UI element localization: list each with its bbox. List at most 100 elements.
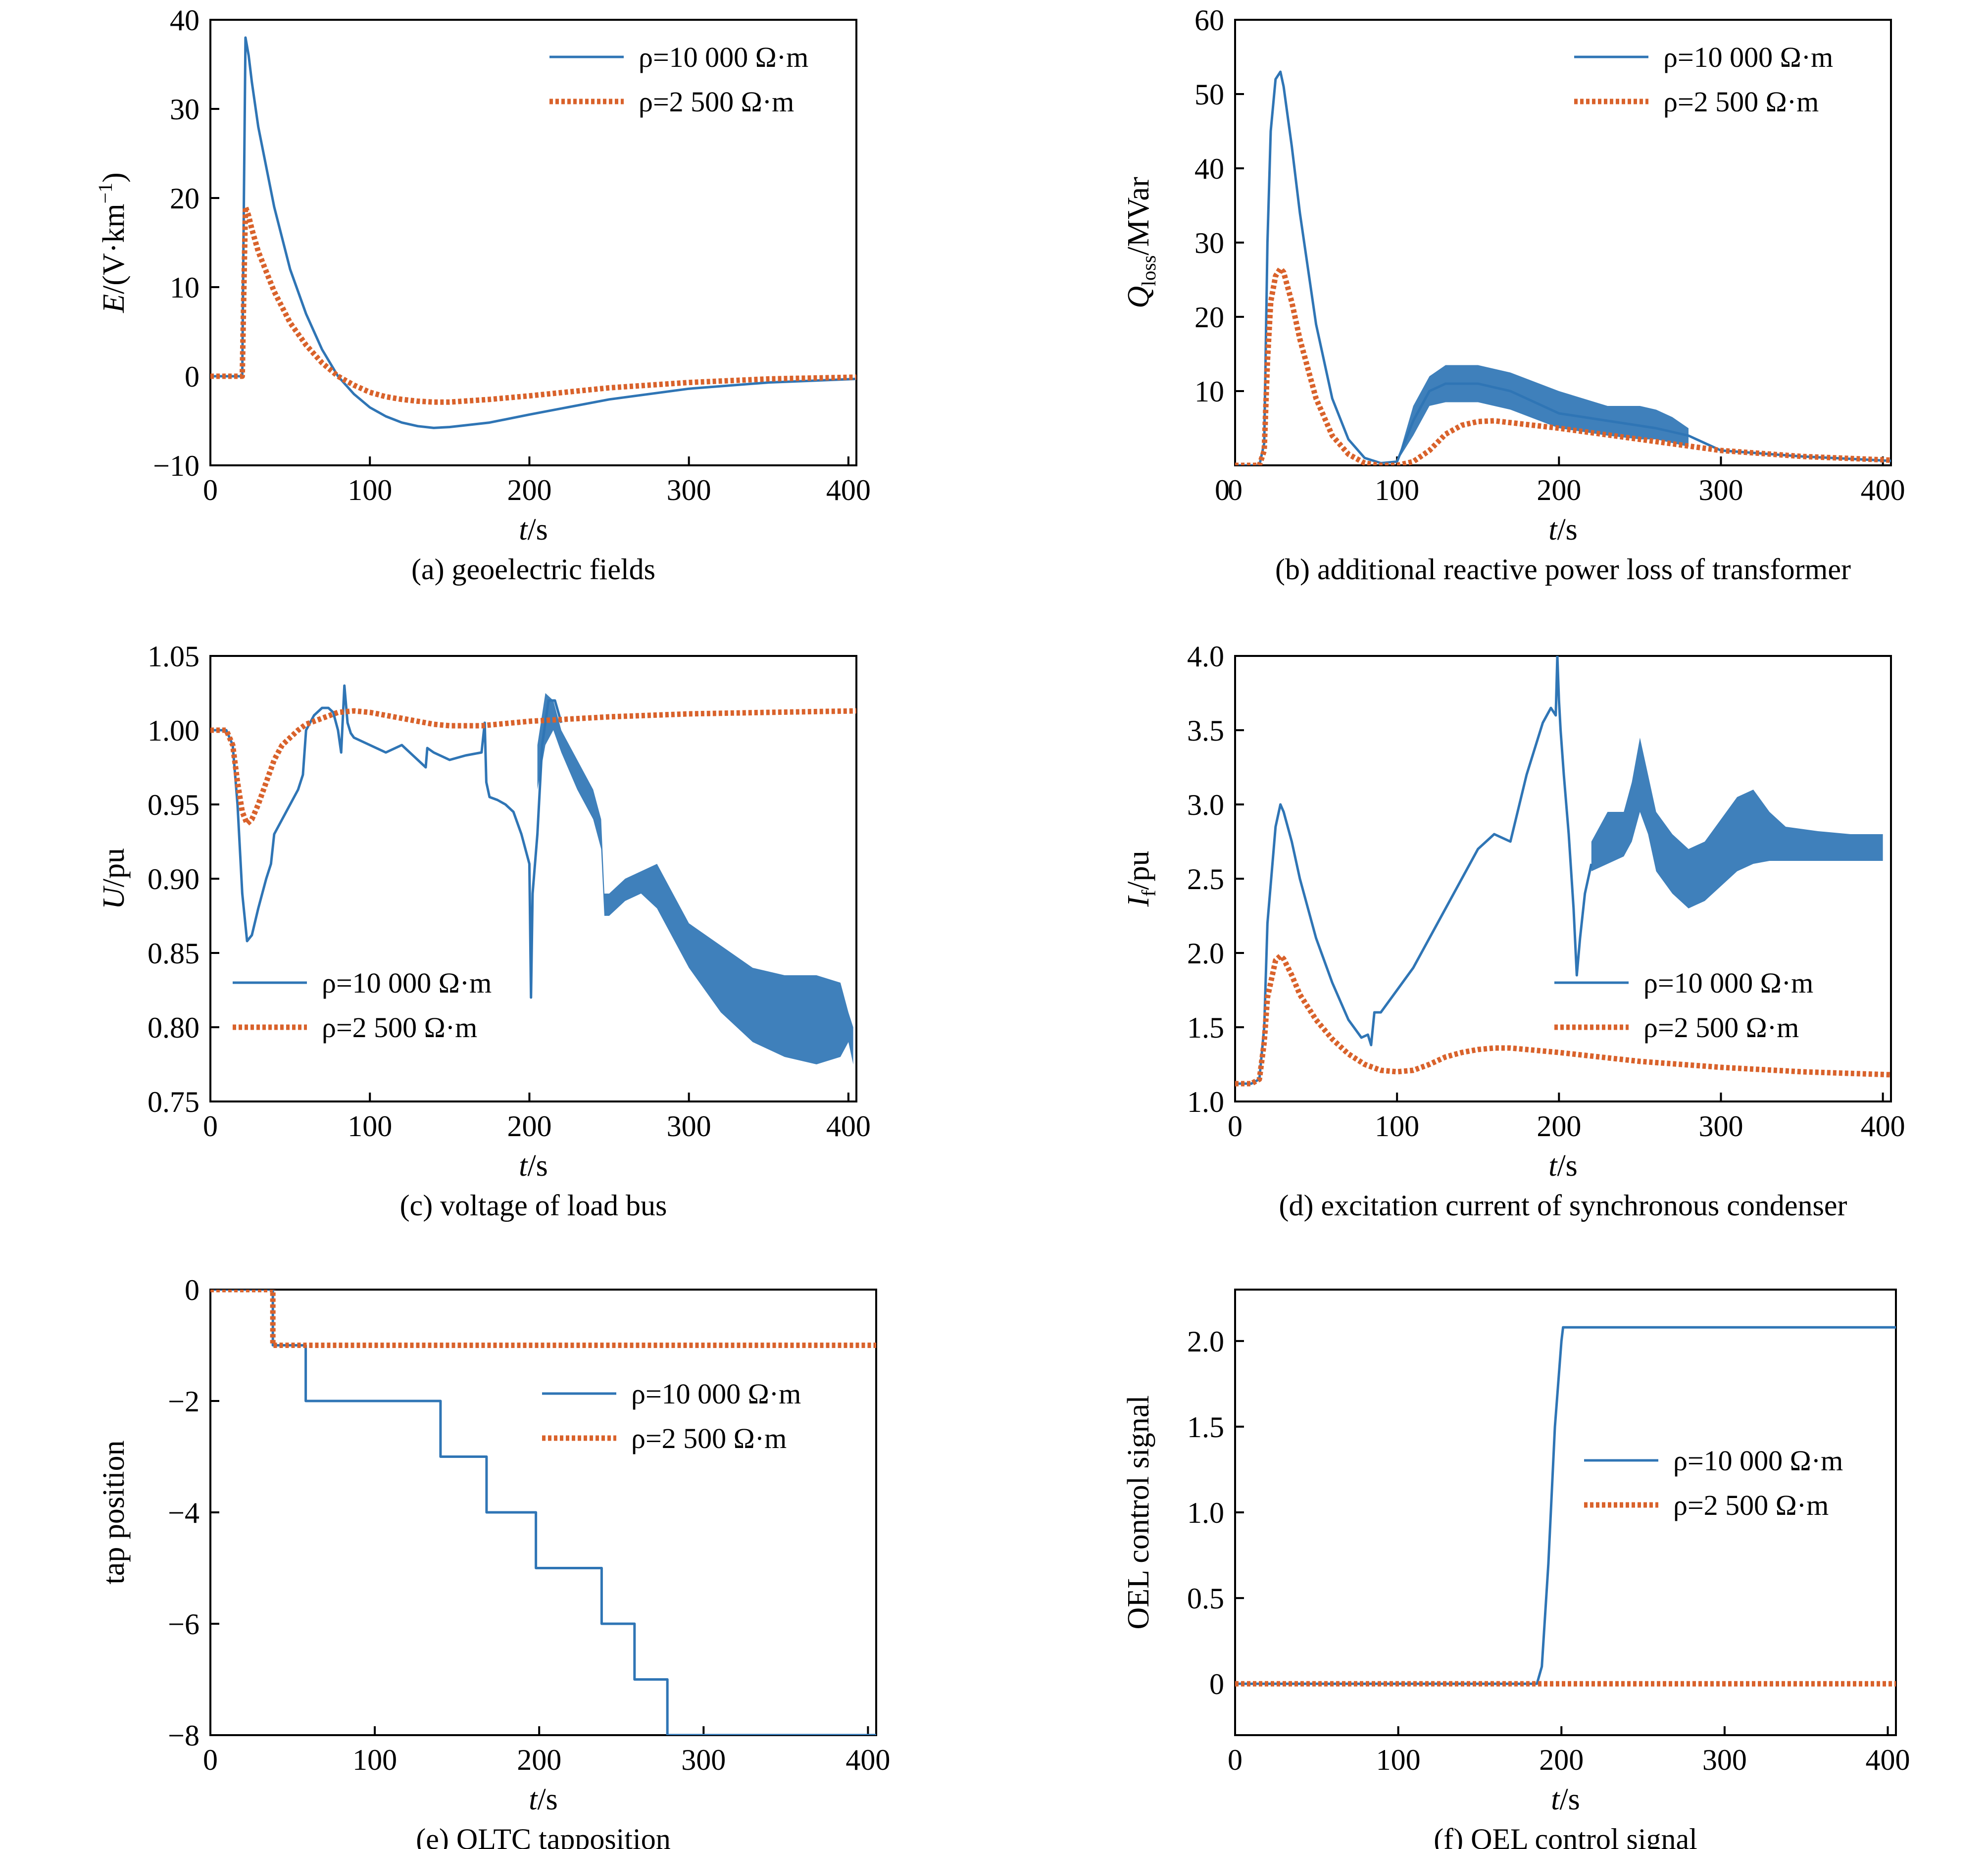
y-axis-label: If/pu [1122,850,1160,907]
series-line-rho-2500 [210,1290,876,1348]
x-tick-label: 0 [203,1744,218,1776]
y-tick-label: 1.5 [1187,1411,1224,1444]
legend-entry: ρ=10 000 Ω·m [322,967,492,999]
series-1-oscillation-band [537,693,853,1064]
series-line-rho-2500 [210,708,856,827]
y-axis-label: OEL control signal [1122,1396,1155,1630]
x-tick-label: 100 [348,1110,392,1143]
y-tick-label: 2.5 [1187,863,1224,896]
legend-entry: ρ=2 500 Ω·m [322,1011,477,1044]
series-line-rho-10000 [1235,656,1593,1085]
series-line-rho-10000 [1235,1326,1896,1685]
panel-caption: (c) voltage of load bus [400,1189,667,1222]
y-tick-label: 10 [170,271,199,304]
y-axis-label: E/(V·km−1) [94,172,131,313]
y-tick-label: 60 [1194,4,1224,37]
x-tick-label: 200 [507,474,551,506]
panel-b-reactive-power-loss: 0 100 200 300 400 10 20 30 40 50 60 0 t/s Qloss/MVar (… [1122,4,1905,586]
x-tick-label: 200 [1539,1744,1584,1776]
legend-entry: ρ=2 500 Ω·m [639,86,794,118]
series-1-oscillation-band [1397,365,1689,462]
panel-caption: (d) excitation current of synchronous co… [1279,1189,1847,1222]
y-tick-label: 1.5 [1187,1011,1224,1044]
x-tick-label: 0 [203,1110,218,1143]
series-line-rho-10000 [210,1290,876,1735]
y-tick-label: 2.0 [1187,937,1224,970]
y-tick-label: 40 [170,4,199,37]
series-line-rho-10000 [210,684,563,999]
y-axis-label: Qloss/MVar [1122,177,1160,308]
panel-caption: (a) geoelectric fields [411,553,655,586]
x-tick-label: 300 [1702,1744,1747,1776]
y-tick-label: 3.5 [1187,714,1224,747]
panel-e-oltc-tap-position: 0 100 200 300 400 −8 −6 −4 −2 0 t/s tap position (e)… [97,1274,890,1849]
x-axis-label: t/s [1548,1149,1578,1183]
y-tick-label: −4 [168,1497,199,1529]
x-tick-label: 400 [1861,474,1905,506]
legend-entry: ρ=10 000 Ω·m [1643,967,1813,999]
y-tick-label: 0 [185,1274,199,1306]
panel-d-excitation-current: 0 100 200 300 400 1.0 1.5 2.0 2.5 3.0 3.5 4.0 t/s If/… [1122,640,1905,1222]
series-line-rho-10000 [1235,70,1891,465]
series-line-rho-2500 [1235,953,1891,1087]
x-tick-label: 300 [681,1744,726,1776]
x-tick-label: 200 [1537,474,1581,506]
y-tick-label: 0.95 [148,789,199,821]
y-tick-label: 1.00 [148,714,199,747]
y-tick-label: 2.0 [1187,1325,1224,1358]
y-tick-label: 20 [170,182,199,215]
panel-caption: (e) OLTC tapposition [416,1823,670,1849]
plot-frame [209,1289,877,1736]
x-tick-label: 300 [667,1110,711,1143]
y-tick-label: 30 [170,93,199,126]
x-tick-label: 300 [1698,474,1743,506]
legend-entry: ρ=10 000 Ω·m [639,41,808,73]
series-line-rho-2500 [1235,266,1891,465]
y-tick-label: −8 [168,1719,199,1752]
legend-entry: ρ=2 500 Ω·m [631,1422,787,1454]
x-tick-label: 100 [1375,474,1419,506]
legend-entry: ρ=10 000 Ω·m [1663,41,1833,73]
y-tick-label: 1.05 [148,640,199,673]
y-tick-label: −6 [168,1608,199,1641]
x-tick-label: 0 [1228,1744,1242,1776]
y-tick-label: 1.0 [1187,1497,1224,1529]
y-tick-label: 4.0 [1187,640,1224,673]
x-tick-label: 100 [1375,1110,1419,1143]
x-axis-label: t/s [1548,513,1578,547]
x-tick-label: 100 [348,474,392,506]
y-tick-label: 0.85 [148,937,199,970]
x-axis-label: t/s [519,1149,548,1183]
y-tick-label: 40 [1194,152,1224,185]
x-tick-label: 200 [507,1110,551,1143]
origin-label: 0 [1215,474,1230,506]
y-tick-label: 0.75 [148,1086,199,1118]
x-axis-label: t/s [519,513,548,547]
y-tick-label: 10 [1194,375,1224,408]
x-tick-label: 300 [1698,1110,1743,1143]
legend-entry: ρ=2 500 Ω·m [1673,1489,1829,1521]
x-tick-label: 0 [203,474,218,506]
y-tick-label: −10 [153,450,199,482]
x-tick-label: 400 [826,1110,871,1143]
series-1-oscillation-band [1591,738,1883,908]
x-axis-label: t/s [1551,1783,1580,1816]
y-axis-label: tap position [97,1440,131,1584]
panel-a-geoelectric-fields: 0 100 200 300 400−10010203040t/sE/(V·km−1)(a… [94,4,871,586]
x-tick-label: 100 [1376,1744,1421,1776]
y-tick-label: 30 [1194,227,1224,259]
x-tick-label: 0 [1228,474,1242,506]
legend-entry: ρ=2 500 Ω·m [1663,86,1819,118]
y-tick-label: 0.80 [148,1011,199,1044]
y-axis-label: U/pu [97,848,131,909]
y-tick-label: 0 [1209,1668,1224,1700]
x-tick-label: 300 [667,474,711,506]
y-tick-label: 50 [1194,78,1224,111]
y-tick-label: 0 [185,360,199,393]
y-tick-label: 0.90 [148,863,199,896]
x-tick-label: 400 [1866,1744,1910,1776]
plot-frame [209,19,857,466]
x-tick-label: 200 [1537,1110,1581,1143]
panel-caption: (b) additional reactive power loss of tr… [1275,553,1851,586]
